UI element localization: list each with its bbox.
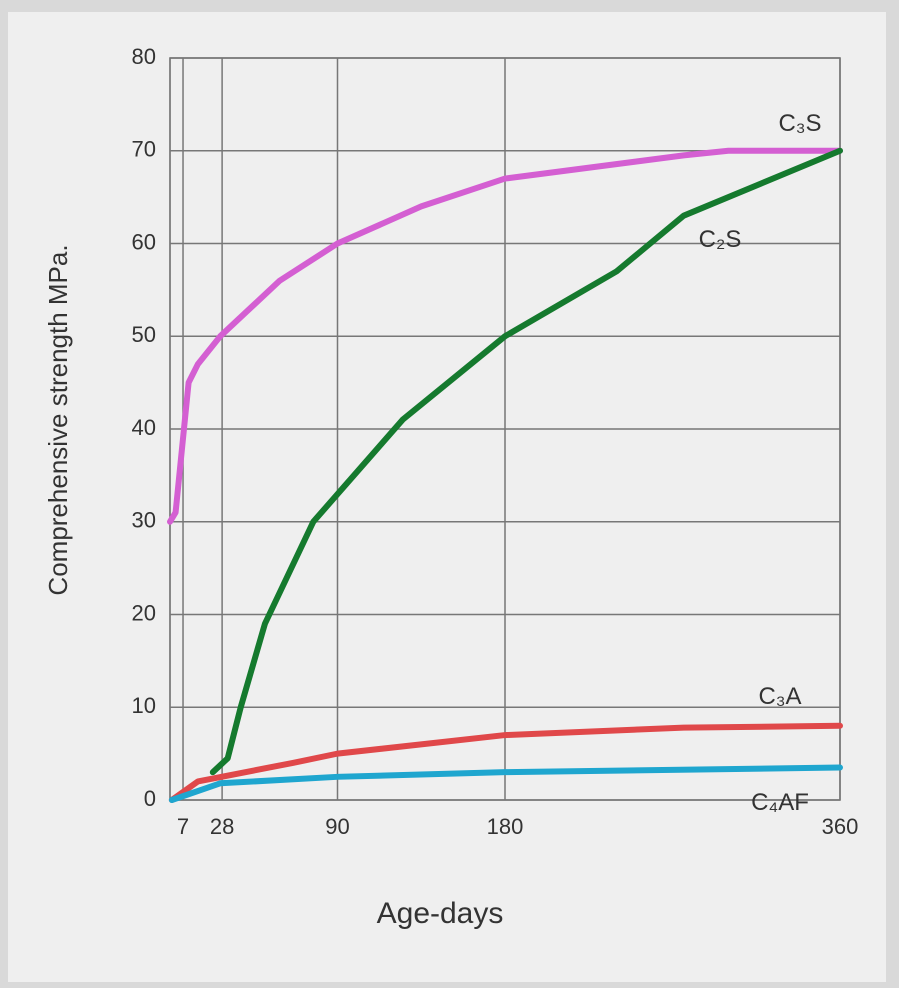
series-label: C₃S [778, 110, 821, 137]
y-tick-label: 30 [132, 508, 156, 533]
x-tick-label: 28 [210, 814, 234, 839]
x-tick-label: 180 [487, 814, 524, 839]
y-tick-label: 60 [132, 229, 156, 254]
x-tick-label: 360 [822, 814, 859, 839]
series-label: C₃A [758, 683, 801, 710]
x-axis-label: Age-days [377, 897, 504, 930]
series-label: C₄AF [751, 789, 809, 816]
y-tick-label: 0 [144, 786, 156, 811]
series-label: C₂S [699, 226, 742, 253]
y-tick-label: 50 [132, 322, 156, 347]
y-tick-label: 20 [132, 600, 156, 625]
y-tick-label: 40 [132, 415, 156, 440]
chart: Age-days Comprehensive strength MPa. 0 10… [0, 0, 899, 988]
y-tick-label: 80 [132, 44, 156, 69]
y-tick-label: 70 [132, 137, 156, 162]
y-axis-label: Comprehensive strength MPa. [43, 244, 73, 595]
y-tick-label: 10 [132, 693, 156, 718]
x-tick-label: 90 [325, 814, 349, 839]
page: {"chart_data": {"type": "line", "x_label… [0, 0, 899, 988]
x-tick-label: 7 [177, 814, 189, 839]
